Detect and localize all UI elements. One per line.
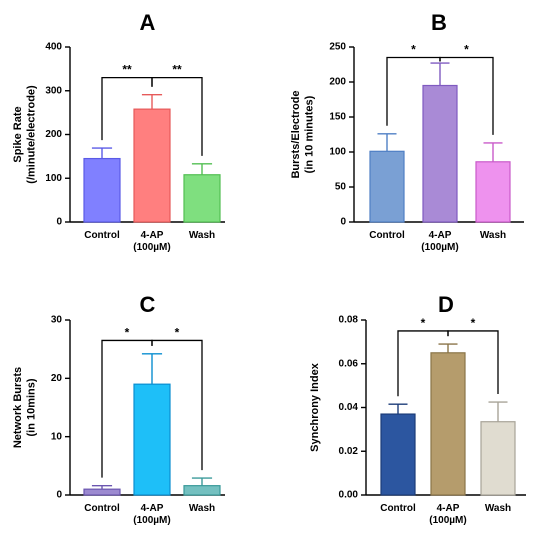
x-tick-label-line: Control bbox=[369, 230, 405, 241]
x-tick-label-line: Control bbox=[84, 503, 120, 514]
y-tick-label: 0 bbox=[340, 217, 346, 228]
y-tick-label: 0.08 bbox=[339, 315, 359, 326]
bar bbox=[480, 421, 516, 496]
y-axis-title-line: (in 10 minutes) bbox=[304, 95, 316, 173]
bar bbox=[183, 485, 221, 496]
panel-letter: A bbox=[140, 10, 156, 35]
y-axis-title: Network Bursts (in 10mins) bbox=[12, 367, 38, 448]
panel-c: C 0 10 20 30 Network Bursts (in 10mins) Control… bbox=[12, 292, 225, 526]
x-tick-label-line: Wash bbox=[189, 503, 215, 514]
x-tick-label: Control bbox=[380, 503, 416, 514]
bar bbox=[422, 84, 458, 223]
x-tick-label-line: 4-AP bbox=[141, 230, 164, 241]
bar bbox=[475, 161, 511, 223]
y-tick-label: 0 bbox=[56, 217, 62, 228]
y-axis-title-line: Network Bursts bbox=[12, 367, 24, 448]
significance-label: * bbox=[464, 43, 469, 57]
y-tick-label: 250 bbox=[329, 42, 346, 53]
y-tick-label: 50 bbox=[335, 182, 347, 193]
x-tick-label: Control bbox=[84, 503, 120, 514]
y-axis-title: Bursts/Electrode (in 10 minutes) bbox=[290, 90, 316, 178]
panel-letter: D bbox=[438, 292, 454, 317]
panel-d: D 0.00 0.02 0.04 0.06 0.08 Synchrony Index Cont… bbox=[309, 292, 526, 526]
significance-label: * bbox=[411, 43, 416, 57]
significance-bracket bbox=[151, 339, 203, 471]
y-axis-title-line: Synchrony Index bbox=[309, 362, 321, 452]
y-tick-label: 200 bbox=[329, 77, 346, 88]
bar bbox=[83, 157, 121, 223]
y-tick-label: 0 bbox=[56, 490, 62, 501]
bar bbox=[430, 352, 466, 496]
x-tick-label-line: (100µM) bbox=[421, 242, 458, 253]
bar bbox=[83, 488, 121, 496]
y-axis-title-line: Spike Rate bbox=[12, 106, 24, 162]
y-tick-label: 0.00 bbox=[339, 490, 359, 501]
x-tick-label-line: Control bbox=[380, 503, 416, 514]
panel-letter: C bbox=[140, 292, 156, 317]
x-tick-label-line: (100µM) bbox=[133, 242, 170, 253]
x-tick-label-line: Wash bbox=[485, 503, 511, 514]
x-tick-label-line: 4-AP bbox=[141, 503, 164, 514]
significance-bracket bbox=[151, 76, 203, 156]
y-tick-label: 30 bbox=[51, 315, 63, 326]
x-tick-label: 4-AP (100µM) bbox=[133, 230, 170, 253]
x-tick-label-line: Control bbox=[84, 230, 120, 241]
significance-bracket bbox=[439, 56, 494, 135]
y-tick-label: 0.06 bbox=[339, 358, 359, 369]
y-tick-label: 150 bbox=[329, 112, 346, 123]
significance-label: ** bbox=[122, 63, 132, 77]
panel-b: B 0 50 100 150 200 250 Bursts/Electrode (in 10 m… bbox=[290, 10, 524, 253]
y-axis-title: Synchrony Index bbox=[309, 362, 321, 452]
significance-label: * bbox=[175, 325, 180, 339]
y-tick-label: 200 bbox=[45, 129, 62, 140]
y-tick-label: 100 bbox=[45, 173, 62, 184]
x-tick-label-line: Wash bbox=[480, 230, 506, 241]
y-axis-title-line: (in 10mins) bbox=[26, 378, 38, 436]
bar bbox=[369, 150, 405, 223]
x-tick-label: Wash bbox=[189, 503, 215, 514]
x-tick-label: 4-AP (100µM) bbox=[133, 503, 170, 526]
bar bbox=[133, 108, 171, 223]
x-tick-label-line: (100µM) bbox=[133, 515, 170, 526]
significance-bracket bbox=[447, 330, 499, 395]
x-tick-label-line: (100µM) bbox=[429, 515, 466, 526]
y-axis-title: Spike Rate (/minute/electrode) bbox=[12, 85, 38, 184]
y-tick-label: 400 bbox=[45, 42, 62, 53]
y-tick-label: 20 bbox=[51, 373, 63, 384]
x-tick-label: 4-AP (100µM) bbox=[421, 230, 458, 253]
y-tick-label: 100 bbox=[329, 147, 346, 158]
significance-label: * bbox=[125, 325, 130, 339]
bar bbox=[133, 383, 171, 496]
x-tick-label: Wash bbox=[485, 503, 511, 514]
x-tick-label: Wash bbox=[189, 230, 215, 241]
y-axis-title-line: (/minute/electrode) bbox=[26, 85, 38, 184]
x-tick-label-line: 4-AP bbox=[429, 230, 452, 241]
x-tick-label-line: Wash bbox=[189, 230, 215, 241]
y-tick-label: 300 bbox=[45, 85, 62, 96]
significance-label: * bbox=[471, 316, 476, 330]
significance-label: * bbox=[421, 316, 426, 330]
y-axis-title-line: Bursts/Electrode bbox=[290, 90, 302, 178]
panel-letter: B bbox=[431, 10, 447, 35]
bar bbox=[183, 174, 221, 223]
x-tick-label: Control bbox=[369, 230, 405, 241]
panel-a: A 0 100 200 300 400 Spike Rate (/minute/electro… bbox=[12, 10, 225, 253]
y-tick-label: 0.02 bbox=[339, 446, 359, 457]
x-tick-label-line: 4-AP bbox=[437, 503, 460, 514]
y-tick-label: 10 bbox=[51, 431, 63, 442]
x-tick-label: Wash bbox=[480, 230, 506, 241]
y-tick-label: 0.04 bbox=[339, 402, 359, 413]
x-tick-label: 4-AP (100µM) bbox=[429, 503, 466, 526]
bar bbox=[380, 413, 416, 496]
x-tick-label: Control bbox=[84, 230, 120, 241]
significance-label: ** bbox=[172, 63, 182, 77]
